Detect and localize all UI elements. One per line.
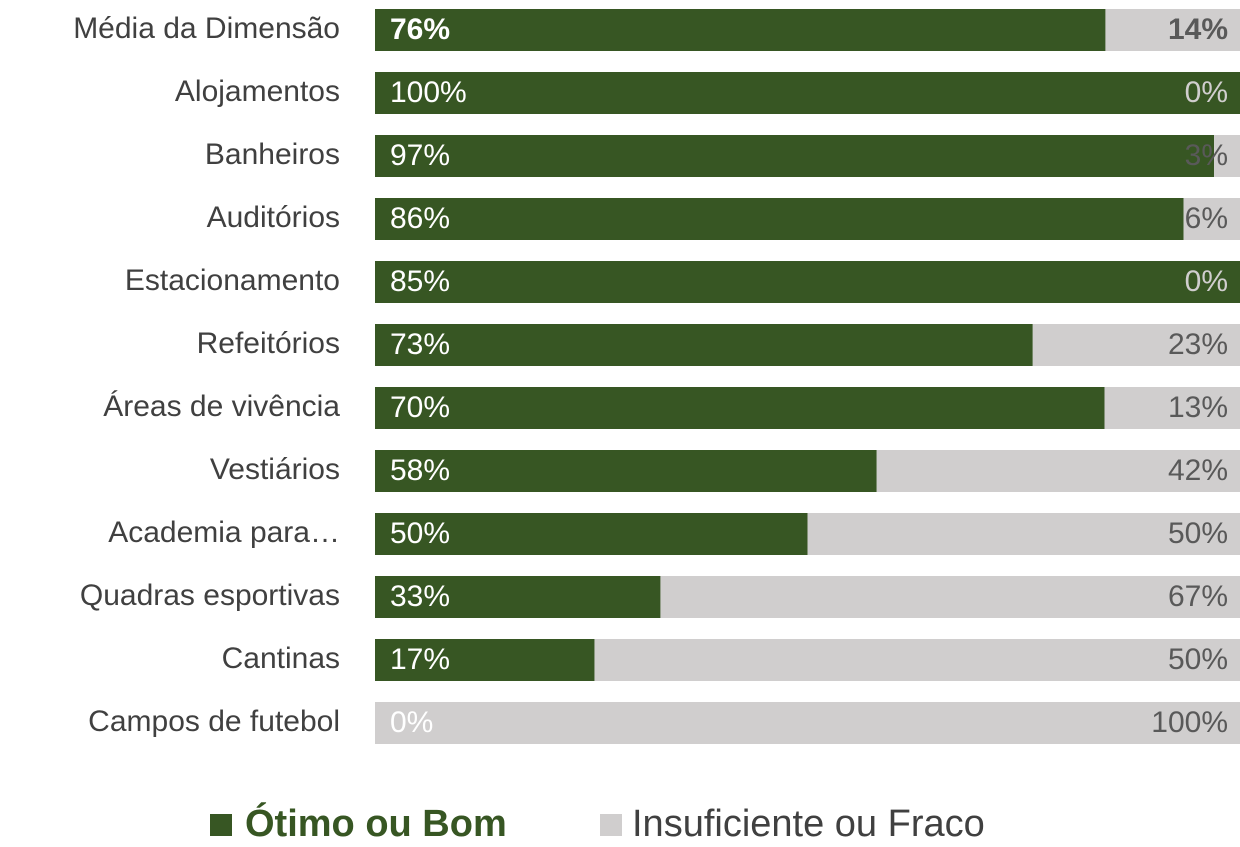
category-label: Refeitórios — [197, 327, 340, 360]
category-label: Quadras esportivas — [80, 579, 340, 612]
value-label: 33% — [390, 580, 450, 613]
bar-segment — [375, 324, 1033, 366]
value-label: 17% — [390, 643, 450, 676]
value-label: 14% — [1168, 13, 1228, 46]
bar-segment — [375, 135, 1214, 177]
bar-segment — [375, 450, 877, 492]
bar-segment — [375, 198, 1184, 240]
category-label: Auditórios — [207, 201, 340, 234]
value-label: 50% — [1168, 517, 1228, 550]
legend-swatch — [600, 814, 622, 836]
value-label: 76% — [390, 13, 450, 46]
legend-swatch — [210, 814, 232, 836]
value-label: 100% — [390, 76, 467, 109]
value-label: 73% — [390, 328, 450, 361]
category-label: Vestiários — [210, 453, 340, 486]
value-label: 0% — [1185, 265, 1228, 298]
legend-label: Ótimo ou Bom — [245, 801, 507, 842]
bar-segment — [375, 72, 1240, 114]
value-label: 70% — [390, 391, 450, 424]
value-label: 0% — [1185, 76, 1228, 109]
value-label: 50% — [1168, 643, 1228, 676]
bar-segment — [375, 387, 1105, 429]
bar-segment — [660, 576, 1240, 618]
category-label: Média da Dimensão — [73, 12, 340, 45]
category-label: Alojamentos — [175, 75, 340, 108]
value-label: 86% — [390, 202, 450, 235]
category-label: Banheiros — [205, 138, 340, 171]
bar-segment — [375, 261, 1240, 303]
value-label: 100% — [1151, 706, 1228, 739]
value-label: 58% — [390, 454, 450, 487]
category-label: Áreas de vivência — [103, 390, 340, 423]
value-label: 85% — [390, 265, 450, 298]
value-label: 3% — [1185, 139, 1228, 172]
legend-label: Insuficiente ou Fraco — [632, 803, 985, 842]
value-label: 23% — [1168, 328, 1228, 361]
value-label: 67% — [1168, 580, 1228, 613]
value-label: 97% — [390, 139, 450, 172]
bar-segment — [375, 9, 1105, 51]
category-label: Campos de futebol — [88, 705, 340, 738]
bar-segment — [375, 702, 1240, 744]
category-label: Estacionamento — [125, 264, 340, 297]
value-label: 13% — [1168, 391, 1228, 424]
bar-segment — [594, 639, 1240, 681]
category-label: Cantinas — [222, 642, 340, 675]
value-label: 0% — [390, 706, 433, 739]
value-label: 50% — [390, 517, 450, 550]
category-label: Academia para… — [108, 516, 340, 549]
value-label: 6% — [1185, 202, 1228, 235]
value-label: 42% — [1168, 454, 1228, 487]
